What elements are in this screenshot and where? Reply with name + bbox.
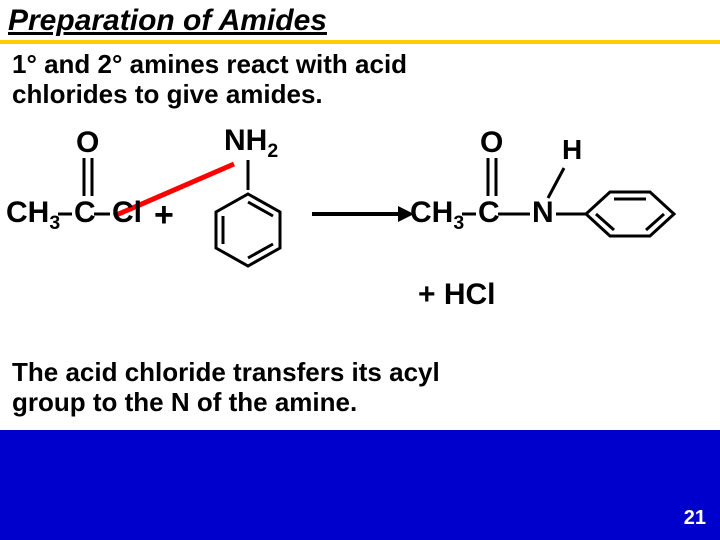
cl-label: Cl — [112, 196, 142, 230]
reaction-diagram: O CH3 C Cl + NH2 O CH3 C N H + HCl — [0, 120, 720, 350]
slide-title: Preparation of Amides — [8, 4, 327, 37]
nitrogen-right-label: N — [532, 196, 554, 230]
oxygen-left-label: O — [76, 126, 99, 160]
conclusion-panel: The acid chloride transfers its acyl gro… — [0, 350, 720, 430]
plus-hcl-label: + HCl — [418, 278, 496, 312]
plus-1-label: + — [154, 196, 174, 235]
nh2-label: NH2 — [224, 124, 278, 163]
benzene-left-icon — [216, 194, 280, 266]
hydrogen-right-label: H — [562, 134, 582, 166]
conclusion-line-2: group to the N of the amine. — [12, 388, 708, 418]
ch3-left-label: CH3 — [6, 196, 60, 235]
carbon-left-label: C — [74, 196, 96, 230]
intro-panel: 1° and 2° amines react with acid chlorid… — [0, 44, 720, 120]
benzene-right-icon — [586, 192, 674, 236]
intro-line-2: chlorides to give amides. — [12, 80, 708, 110]
reaction-svg — [0, 120, 720, 350]
title-bar: Preparation of Amides — [0, 0, 720, 44]
oxygen-right-label: O — [480, 126, 503, 160]
ch3-right-label: CH3 — [410, 196, 464, 235]
intro-line-1: 1° and 2° amines react with acid — [12, 50, 708, 80]
page-number: 21 — [684, 507, 706, 530]
carbon-right-label: C — [478, 196, 500, 230]
conclusion-line-1: The acid chloride transfers its acyl — [12, 358, 708, 388]
